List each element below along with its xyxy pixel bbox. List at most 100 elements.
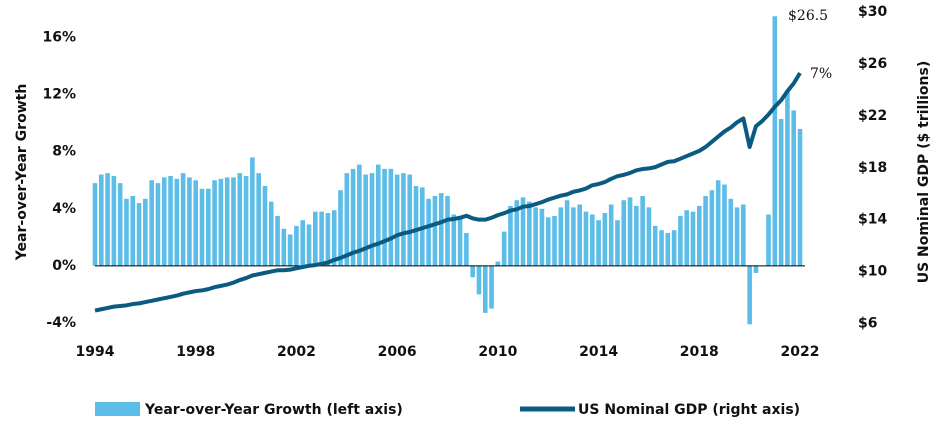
bar: [300, 220, 306, 266]
bar: [615, 220, 620, 266]
bar: [791, 110, 797, 266]
bar: [671, 230, 677, 266]
bar: [520, 197, 526, 266]
y2-tick-label: $10: [858, 264, 887, 280]
bar: [684, 210, 690, 266]
y-tick-label: 8%: [52, 144, 76, 160]
bar: [665, 233, 671, 266]
bar: [747, 265, 752, 325]
bar: [136, 203, 142, 266]
bar: [728, 198, 734, 266]
x-tick-label: 2006: [378, 344, 417, 360]
bar: [703, 195, 708, 266]
x-tick-label: 1998: [176, 344, 215, 360]
bar: [357, 164, 362, 266]
bar: [621, 200, 627, 266]
bar: [438, 193, 444, 266]
bar: [457, 218, 463, 266]
bar: [231, 177, 236, 266]
bar: [589, 214, 595, 266]
bar: [363, 174, 368, 266]
bar: [199, 188, 205, 266]
bar: [696, 205, 702, 266]
bar: [602, 213, 608, 266]
bar: [539, 208, 545, 266]
annotation: 7%: [810, 66, 832, 82]
bar: [394, 174, 400, 266]
y-axis-label: Year-over-Year Growth: [14, 84, 30, 262]
annotation: $26.5: [788, 8, 828, 24]
y-tick-label: -4%: [46, 315, 76, 331]
x-tick-label: 2002: [277, 344, 316, 360]
bar: [143, 198, 148, 266]
y2-axis-label: US Nominal GDP ($ trillions): [916, 61, 932, 284]
bar: [709, 190, 715, 266]
bar: [369, 173, 375, 266]
y2-tick-label: $30: [858, 4, 887, 20]
bar: [388, 168, 394, 266]
bar: [401, 173, 406, 266]
bar: [111, 175, 117, 266]
bar: [508, 205, 513, 266]
x-tick-label: 2018: [680, 344, 719, 360]
bar: [161, 177, 167, 266]
bar: [533, 207, 538, 266]
bar: [634, 205, 639, 266]
bar: [287, 234, 293, 266]
bar: [514, 200, 520, 266]
bar: [766, 214, 771, 266]
y2-tick-label: $14: [858, 212, 887, 228]
y2-tick-label: $18: [858, 160, 887, 176]
legend-swatch: [95, 402, 140, 416]
x-tick-label: 2014: [579, 344, 618, 360]
x-tick-label: 2010: [478, 344, 517, 360]
bar: [640, 195, 645, 266]
bar: [174, 178, 180, 266]
bar: [413, 185, 419, 266]
y-tick-label: 0%: [52, 258, 76, 274]
bar: [92, 183, 98, 266]
bar: [583, 211, 589, 266]
bar: [338, 190, 343, 266]
bar: [646, 207, 652, 266]
x-tick-label: 2022: [781, 344, 820, 360]
bar: [105, 173, 110, 266]
line: [94, 71, 802, 313]
bar: [180, 173, 186, 266]
bar: [741, 204, 746, 266]
bar: [482, 265, 488, 313]
bar: [294, 225, 299, 266]
bar: [571, 207, 576, 266]
bar: [577, 204, 582, 266]
y2-tick-label: $6: [858, 316, 877, 332]
bar: [193, 180, 199, 266]
bar: [715, 180, 721, 266]
y2-tick-label: $22: [858, 108, 887, 124]
bar: [218, 178, 224, 266]
legend-label: US Nominal GDP (right axis): [578, 402, 800, 418]
bar: [753, 265, 759, 273]
y-tick-label: 12%: [42, 87, 76, 103]
bar: [237, 173, 243, 266]
bar: [772, 16, 778, 266]
bar: [275, 215, 280, 266]
bar: [212, 180, 217, 266]
bar: [130, 195, 136, 266]
bar: [243, 175, 249, 266]
bar: [797, 128, 803, 266]
bar: [206, 188, 211, 266]
y-tick-label: 4%: [52, 201, 76, 217]
bar: [319, 211, 324, 266]
bar: [262, 185, 268, 266]
bar: [407, 174, 413, 266]
bar: [608, 204, 614, 266]
bar: [596, 220, 601, 266]
bar: [268, 201, 274, 266]
bar: [149, 180, 154, 266]
bar: [375, 164, 381, 266]
bar: [187, 177, 192, 266]
bar: [250, 157, 255, 266]
bar: [734, 207, 740, 266]
bar: [256, 173, 261, 266]
